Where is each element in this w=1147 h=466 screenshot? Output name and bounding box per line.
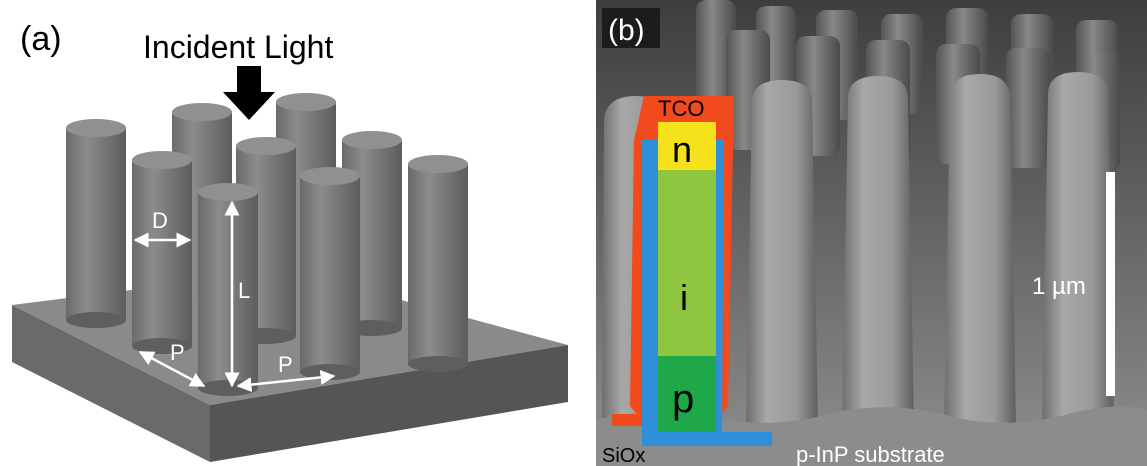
substrate-label: p-InP substrate (796, 442, 945, 466)
i-label: i (680, 277, 688, 318)
length-label: L (238, 278, 250, 303)
panel-a-schematic: (a) Incident Light D L P P (12, 20, 568, 462)
incident-light-arrow (223, 66, 275, 120)
pitch-arrow-left (138, 350, 206, 388)
diameter-label: D (152, 208, 168, 233)
pillar (132, 151, 192, 354)
pillar (66, 119, 126, 328)
tco-foot (612, 414, 642, 426)
tco-label: TCO (658, 96, 704, 121)
siox-label: SiOx (602, 445, 645, 466)
pitch-arrow-right (236, 369, 336, 393)
p-label: p (672, 377, 694, 421)
substrate-surface (596, 406, 1147, 466)
pillar (300, 167, 360, 380)
i-layer (658, 170, 716, 356)
pitch-left-label: P (170, 340, 185, 365)
panel-b-label-box (602, 8, 660, 48)
scale-bar-label: 1 µm (1032, 273, 1086, 300)
incident-light-label: Incident Light (143, 29, 333, 65)
scale-bar (1106, 172, 1115, 396)
panel-b-sem-image: (b) TCO n i p SiOx p-InP substrate 1 µm (596, 0, 1147, 466)
pillar (408, 155, 468, 372)
panel-b-label: (b) (608, 14, 645, 47)
nanowire-array-diagram: (a) Incident Light D L P P (12, 20, 568, 462)
n-label: n (672, 129, 692, 170)
panel-a-label: (a) (20, 20, 62, 58)
layer-overlay (612, 96, 772, 446)
p-layer (658, 356, 716, 432)
sem-micrograph: (b) TCO n i p SiOx p-InP substrate 1 µm (596, 0, 1147, 466)
pitch-right-label: P (278, 352, 293, 377)
n-layer (658, 122, 716, 170)
